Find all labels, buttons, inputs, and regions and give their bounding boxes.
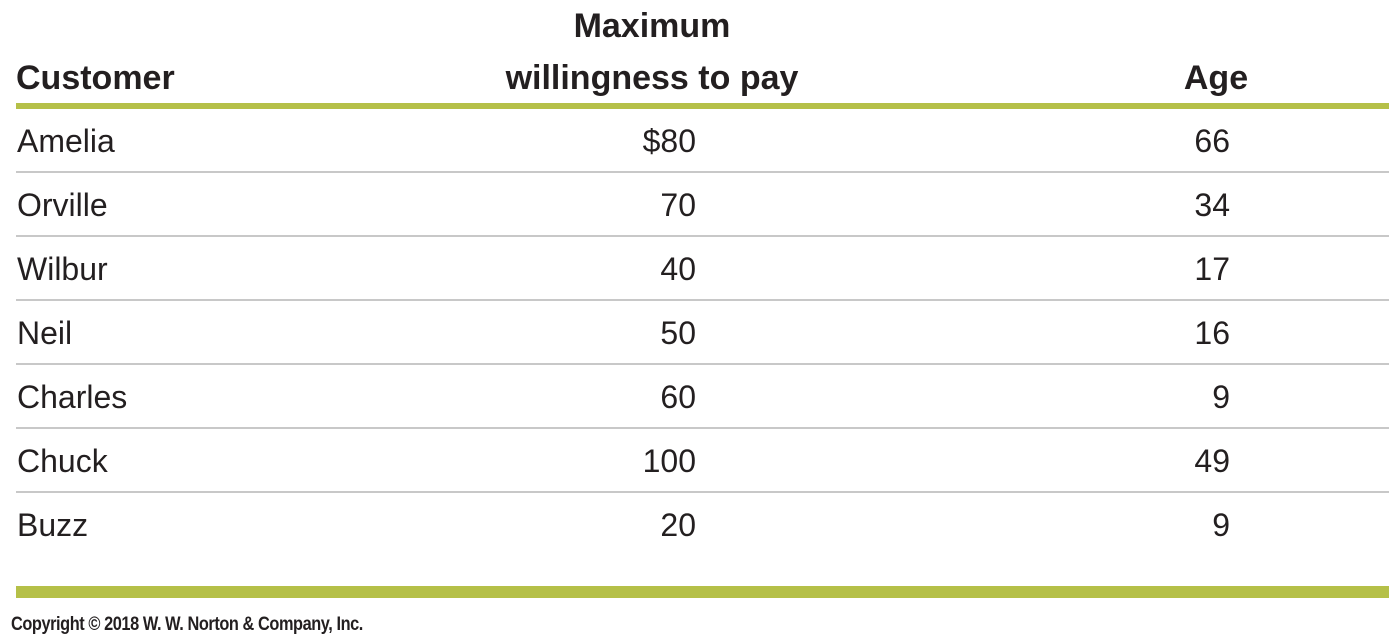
age-cell: 17 bbox=[1194, 251, 1230, 287]
customer-cell: Wilbur bbox=[17, 251, 108, 287]
column-header-wtp-line1: Maximum bbox=[573, 7, 731, 45]
column-header-age: Age bbox=[1183, 59, 1249, 97]
age-cell: 16 bbox=[1194, 315, 1230, 351]
copyright-notice: Copyright © 2018 W. W. Norton & Company,… bbox=[11, 614, 363, 635]
customer-cell: Chuck bbox=[17, 443, 108, 479]
customer-cell: Amelia bbox=[17, 123, 115, 159]
customer-cell: Buzz bbox=[17, 507, 89, 543]
customer-cell: Orville bbox=[17, 187, 108, 223]
table-bottom-rule bbox=[16, 586, 1389, 598]
age-cell: 9 bbox=[1212, 379, 1230, 415]
wtp-cell: 60 bbox=[660, 379, 696, 415]
table-row: Wilbur 40 17 bbox=[16, 237, 1389, 301]
table-row: Amelia $80 66 bbox=[16, 109, 1389, 173]
wtp-cell: 20 bbox=[660, 507, 696, 543]
data-table: Customer Maximum willingness to pay Age … bbox=[16, 0, 1389, 555]
table-header: Customer Maximum willingness to pay Age bbox=[16, 0, 1389, 103]
age-cell: 34 bbox=[1194, 187, 1230, 223]
wtp-cell: $80 bbox=[642, 123, 696, 159]
age-cell: 49 bbox=[1194, 443, 1230, 479]
column-header-willingness-to-pay: Maximum willingness to pay bbox=[436, 0, 868, 104]
column-header-customer: Customer bbox=[16, 59, 175, 97]
wtp-cell: 70 bbox=[660, 187, 696, 223]
customer-cell: Charles bbox=[17, 379, 128, 415]
table-row: Charles 60 9 bbox=[16, 365, 1389, 429]
table-row: Chuck 100 49 bbox=[16, 429, 1389, 493]
column-header-wtp-line2: willingness to pay bbox=[505, 59, 799, 97]
table-row: Buzz 20 9 bbox=[16, 493, 1389, 555]
age-cell: 9 bbox=[1212, 507, 1230, 543]
header-rule bbox=[16, 103, 1389, 109]
wtp-cell: 40 bbox=[660, 251, 696, 287]
table-row: Orville 70 34 bbox=[16, 173, 1389, 237]
wtp-cell: 50 bbox=[660, 315, 696, 351]
table-row: Neil 50 16 bbox=[16, 301, 1389, 365]
age-cell: 66 bbox=[1194, 123, 1230, 159]
wtp-cell: 100 bbox=[642, 443, 696, 479]
customer-cell: Neil bbox=[17, 315, 73, 351]
